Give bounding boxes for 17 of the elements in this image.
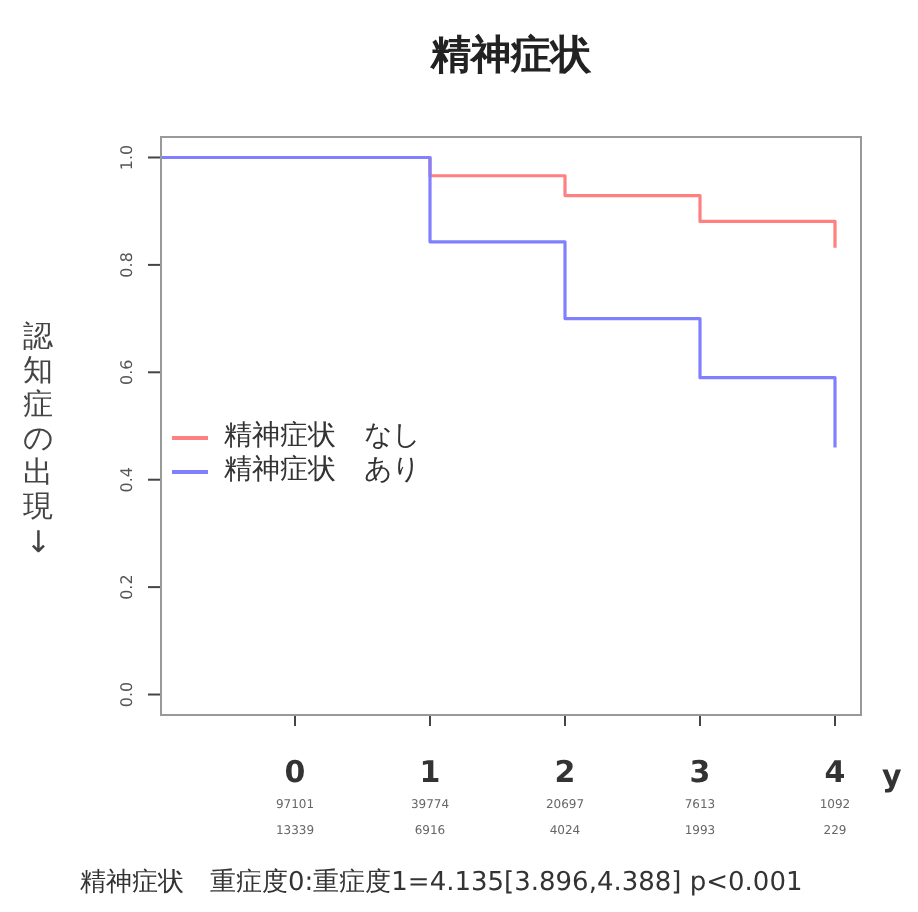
text: 精神症状 重症度0:重症度1=4.135[3.896,4.388] p<0.001 xyxy=(80,866,803,900)
x-tick-label: 0 xyxy=(284,754,306,790)
y-axis-title: 認知症の出現→ xyxy=(20,318,57,558)
legend-label: 精神症状 なし xyxy=(224,420,420,454)
x-tick-label: 4 xyxy=(824,754,846,790)
x-tick-label: 2 xyxy=(554,754,576,790)
x-tick-label: 1 xyxy=(419,754,441,790)
chart-title: 精神症状 xyxy=(428,28,593,82)
y-tick-label: 0.0 xyxy=(118,681,136,708)
x-axis-title: y xyxy=(882,758,902,794)
y-tick-label: 0.4 xyxy=(118,466,136,493)
y-tick-label: 0.2 xyxy=(118,574,136,600)
y-tick-label: 1.0 xyxy=(118,144,136,171)
legend-label: 精神症状 あり xyxy=(224,454,420,488)
y-tick-label: 0.6 xyxy=(118,359,136,386)
x-tick-label: 3 xyxy=(689,754,711,790)
y-tick-label: 0.8 xyxy=(118,252,136,278)
